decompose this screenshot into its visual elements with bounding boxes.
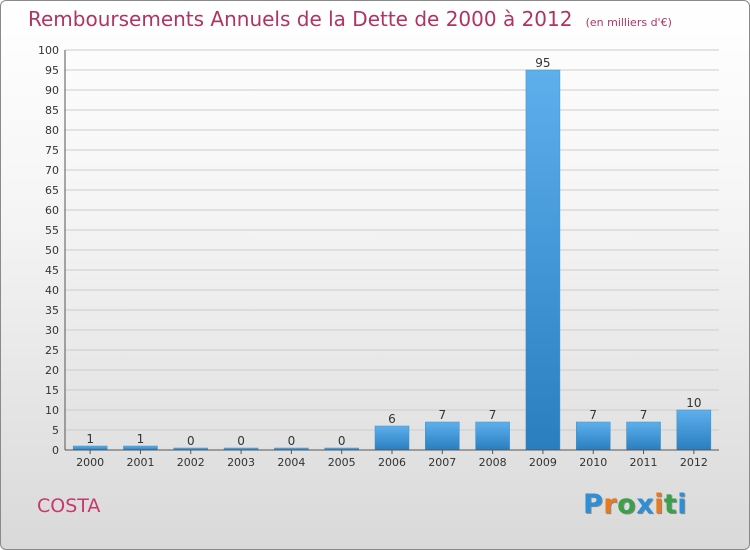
- chart-title: Remboursements Annuels de la Dette de 20…: [28, 7, 672, 31]
- data-label: 0: [187, 434, 195, 448]
- y-tick-label: 25: [45, 344, 59, 357]
- grid-lines: [65, 49, 719, 431]
- x-tick-label: 2007: [428, 456, 456, 469]
- y-tick-label: 20: [45, 364, 59, 377]
- y-tick-label: 55: [45, 224, 59, 237]
- logo-letter: t: [663, 489, 678, 520]
- logo-letter: x: [636, 489, 655, 520]
- y-tick-label: 60: [45, 204, 59, 217]
- y-tick-label: 85: [45, 104, 59, 117]
- x-tick-label: 2012: [680, 456, 708, 469]
- x-tick-label: 2008: [479, 456, 507, 469]
- logo-letter: P: [583, 489, 604, 520]
- bar: [525, 69, 561, 451]
- data-label: 7: [438, 408, 446, 422]
- x-tick-label: 2010: [579, 456, 607, 469]
- bar: [676, 409, 712, 451]
- x-tick-label: 2011: [630, 456, 658, 469]
- x-tick-label: 2006: [378, 456, 406, 469]
- y-tick-label: 90: [45, 84, 59, 97]
- logo-letter: i: [677, 489, 688, 520]
- bar: [72, 445, 108, 451]
- logo-letter: i: [654, 489, 664, 520]
- logo-letter: r: [603, 489, 618, 520]
- data-label: 0: [288, 434, 296, 448]
- bars: [72, 69, 712, 451]
- y-tick-label: 45: [45, 264, 59, 277]
- y-tick-label: 30: [45, 324, 59, 337]
- bar: [575, 421, 611, 451]
- x-tick-label: 2003: [227, 456, 255, 469]
- y-tick-label: 35: [45, 304, 59, 317]
- y-tick-label: 70: [45, 164, 59, 177]
- y-tick-label: 95: [45, 64, 59, 77]
- x-tick-label: 2005: [328, 456, 356, 469]
- y-tick-label: 75: [45, 144, 59, 157]
- y-tick-label: 10: [45, 404, 59, 417]
- data-label: 1: [137, 432, 145, 446]
- title-text: Remboursements Annuels de la Dette de 20…: [28, 7, 573, 31]
- x-tick-label: 2004: [277, 456, 305, 469]
- data-label: 0: [338, 434, 346, 448]
- axes: [64, 50, 719, 454]
- unit-label: (en milliers d'€): [585, 16, 672, 29]
- y-tick-label: 65: [45, 184, 59, 197]
- commune-name: COSTA: [37, 495, 101, 517]
- logo-letter: o: [617, 489, 637, 520]
- proxiti-logo[interactable]: Proxiti: [583, 489, 687, 520]
- bar: [374, 425, 410, 451]
- x-tick-label: 2000: [76, 456, 104, 469]
- data-label: 7: [640, 408, 648, 422]
- data-label: 6: [388, 412, 396, 426]
- y-tick-label: 5: [52, 424, 59, 437]
- y-tick-label: 80: [45, 124, 59, 137]
- bar: [475, 421, 510, 451]
- y-tick-label: 50: [45, 244, 59, 257]
- bar: [123, 445, 158, 451]
- bar: [425, 421, 460, 451]
- data-label: 95: [535, 56, 550, 70]
- data-label: 1: [86, 432, 94, 446]
- data-label: 7: [489, 408, 497, 422]
- y-tick-label: 40: [45, 284, 59, 297]
- x-tick-label: 2001: [126, 456, 154, 469]
- data-label: 7: [589, 408, 597, 422]
- data-label: 0: [237, 434, 245, 448]
- bar: [626, 421, 661, 451]
- y-tick-label: 15: [45, 384, 59, 397]
- y-tick-label: 0: [52, 444, 59, 457]
- x-tick-label: 2002: [177, 456, 205, 469]
- data-label: 10: [686, 396, 701, 410]
- x-tick-label: 2009: [529, 456, 557, 469]
- x-tick-labels: 2000 2001 2002 2003 2004 2005 2006 2007 2008 2009…: [76, 456, 708, 469]
- y-tick-label: 100: [38, 44, 59, 57]
- y-tick-labels: 0 5 10 15 20 25 30 35 40 45 50 55 60 65 70 75 80 85 90 95 10…: [38, 44, 59, 457]
